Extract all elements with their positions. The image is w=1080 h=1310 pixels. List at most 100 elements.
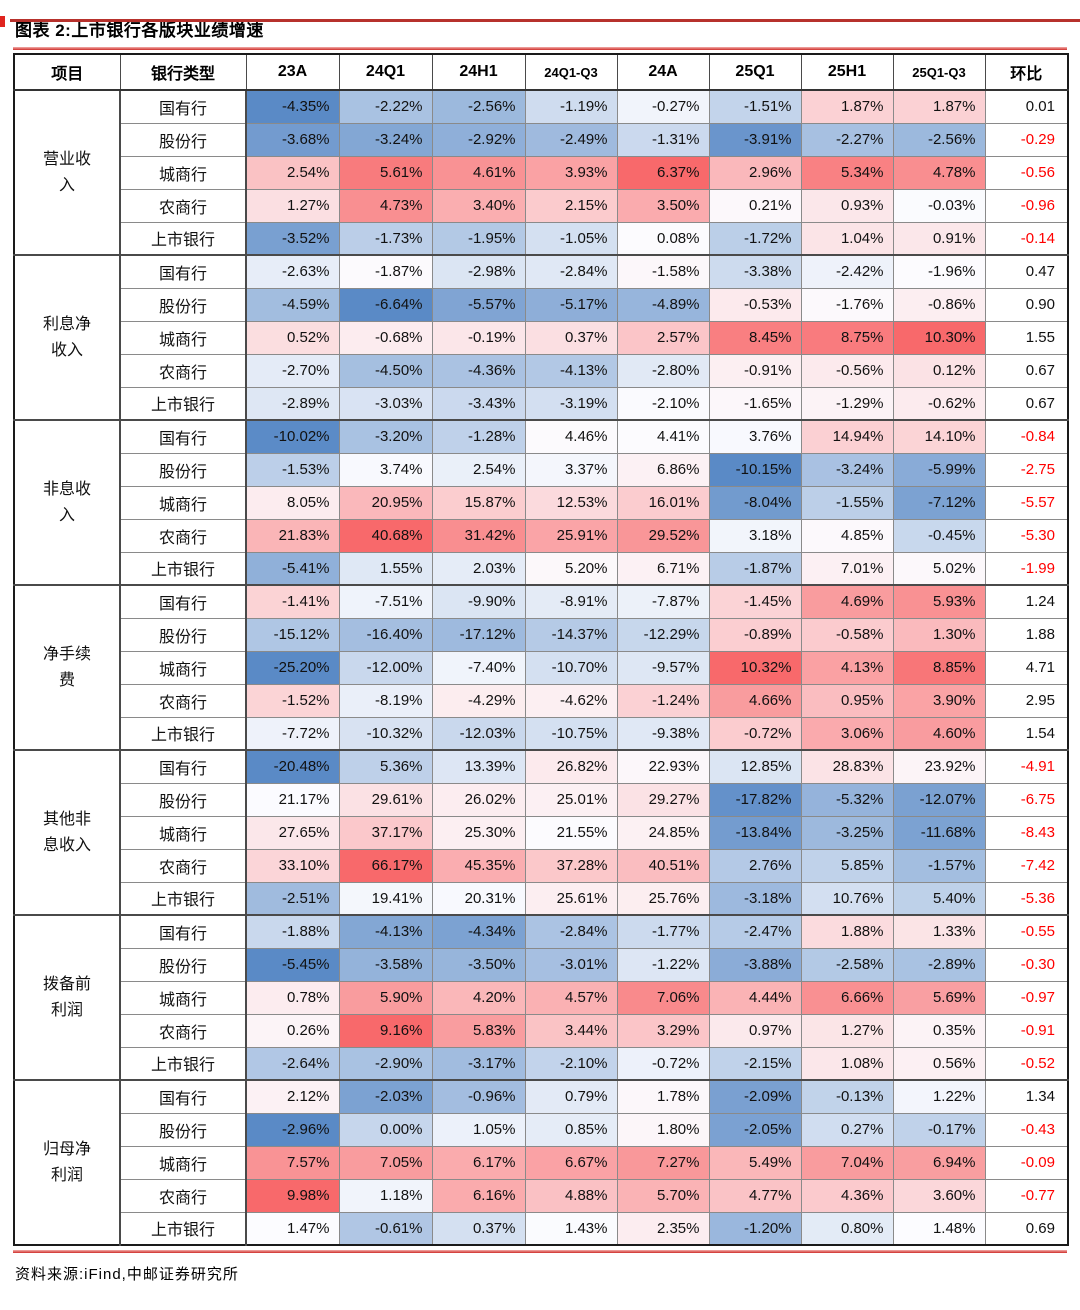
- value-cell: 25.61%: [524, 881, 618, 916]
- bank-type-cell: 城商行: [119, 485, 247, 520]
- value-cell: 1.27%: [245, 188, 340, 223]
- qoq-cell: -0.77: [984, 1178, 1069, 1213]
- qoq-cell: 0.47: [984, 254, 1069, 289]
- qoq-cell: 0.69: [984, 1211, 1069, 1246]
- qoq-cell: -0.30: [984, 947, 1069, 982]
- column-header: 24A: [616, 53, 710, 91]
- value-cell: 3.90%: [892, 683, 986, 718]
- column-header: 24Q1: [338, 53, 433, 91]
- value-cell: 0.97%: [708, 1013, 802, 1048]
- value-cell: 6.17%: [431, 1145, 526, 1180]
- bank-type-cell: 股份行: [119, 617, 247, 652]
- value-cell: 4.46%: [524, 419, 618, 454]
- value-cell: 4.88%: [524, 1178, 618, 1213]
- value-cell: -1.05%: [524, 221, 618, 256]
- value-cell: -7.72%: [245, 716, 340, 751]
- value-cell: -3.50%: [431, 947, 526, 982]
- value-cell: -3.38%: [708, 254, 802, 289]
- qoq-cell: -6.75: [984, 782, 1069, 817]
- value-cell: -1.57%: [892, 848, 986, 883]
- value-cell: 66.17%: [338, 848, 433, 883]
- table-row: 农商行 -2.70% -4.50% -4.36% -4.13% -2.80% -0.91% -…: [14, 353, 1069, 388]
- table-row: 城商行 0.52% -0.68% -0.19% 0.37% 2.57% 8.45% 8.75%…: [14, 320, 1069, 355]
- value-cell: 5.02%: [892, 551, 986, 586]
- column-header: 25Q1: [708, 53, 802, 91]
- table-row: 城商行 0.78% 5.90% 4.20% 4.57% 7.06% 4.44% 6.66% 5.…: [14, 980, 1069, 1015]
- table-row: 归母净利润 国有行 2.12% -2.03% -0.96% 0.79% 1.78% -2.09…: [13, 1079, 1069, 1246]
- value-cell: 15.87%: [431, 485, 526, 520]
- bank-type-cell: 上市银行: [119, 881, 247, 916]
- qoq-cell: -7.42: [984, 848, 1069, 883]
- qoq-cell: -0.29: [984, 122, 1069, 157]
- value-cell: 28.83%: [800, 749, 894, 784]
- value-cell: 0.91%: [892, 221, 986, 256]
- value-cell: 4.77%: [708, 1178, 802, 1213]
- value-cell: 21.17%: [245, 782, 340, 817]
- value-cell: 7.04%: [800, 1145, 894, 1180]
- value-cell: 6.16%: [431, 1178, 526, 1213]
- bank-type-cell: 股份行: [119, 782, 247, 817]
- top-divider-line: [10, 19, 1080, 22]
- value-cell: 3.74%: [338, 452, 433, 487]
- value-cell: 0.79%: [524, 1079, 618, 1114]
- value-cell: -2.63%: [245, 254, 340, 289]
- value-cell: 4.78%: [892, 155, 986, 190]
- bank-type-cell: 农商行: [119, 848, 247, 883]
- qoq-cell: -5.57: [984, 485, 1069, 520]
- value-cell: -4.50%: [338, 353, 433, 388]
- bank-type-cell: 上市银行: [119, 1046, 247, 1081]
- table-row: 上市银行 1.47% -0.61% 0.37% 1.43% 2.35% -1.20% 0.80…: [14, 1211, 1069, 1246]
- qoq-cell: -2.75: [984, 452, 1069, 487]
- performance-table: 项目 银行类型 23A 24Q1 24H1 24Q1-Q3 24A 25Q1 25H1 25Q1-…: [13, 53, 1069, 1246]
- value-cell: -2.10%: [616, 386, 710, 421]
- value-cell: -1.76%: [800, 287, 894, 322]
- value-cell: 0.85%: [524, 1112, 618, 1147]
- value-cell: -3.24%: [800, 452, 894, 487]
- value-cell: -6.64%: [338, 287, 433, 322]
- value-cell: 31.42%: [431, 518, 526, 553]
- value-cell: 3.18%: [708, 518, 802, 553]
- value-cell: 7.27%: [616, 1145, 710, 1180]
- qoq-cell: -0.84: [984, 419, 1069, 454]
- value-cell: -0.17%: [892, 1112, 986, 1147]
- value-cell: 0.08%: [616, 221, 710, 256]
- value-cell: 1.55%: [338, 551, 433, 586]
- table-row: 农商行 21.83% 40.68% 31.42% 25.91% 29.52% 3.18% 4.…: [14, 518, 1069, 553]
- value-cell: -0.91%: [708, 353, 802, 388]
- value-cell: 4.57%: [524, 980, 618, 1015]
- value-cell: -2.84%: [524, 254, 618, 289]
- qoq-cell: -0.43: [984, 1112, 1069, 1147]
- value-cell: -0.86%: [892, 287, 986, 322]
- value-cell: -12.07%: [892, 782, 986, 817]
- item-label-cell: 非息收入: [13, 419, 121, 586]
- value-cell: -2.10%: [524, 1046, 618, 1081]
- qoq-cell: -4.91: [984, 749, 1069, 784]
- value-cell: 5.85%: [800, 848, 894, 883]
- value-cell: 1.88%: [800, 914, 894, 949]
- value-cell: -10.02%: [245, 419, 340, 454]
- value-cell: 1.48%: [892, 1211, 986, 1246]
- qoq-cell: -0.56: [984, 155, 1069, 190]
- value-cell: 0.00%: [338, 1112, 433, 1147]
- value-cell: 3.37%: [524, 452, 618, 487]
- value-cell: -5.45%: [245, 947, 340, 982]
- value-cell: -4.59%: [245, 287, 340, 322]
- value-cell: 5.61%: [338, 155, 433, 190]
- value-cell: -2.96%: [245, 1112, 340, 1147]
- value-cell: 10.32%: [708, 650, 802, 685]
- value-cell: -1.51%: [708, 89, 802, 124]
- value-cell: -1.45%: [708, 584, 802, 619]
- value-cell: -20.48%: [245, 749, 340, 784]
- value-cell: 2.76%: [708, 848, 802, 883]
- value-cell: 1.87%: [892, 89, 986, 124]
- value-cell: 27.65%: [245, 815, 340, 850]
- value-cell: 4.73%: [338, 188, 433, 223]
- value-cell: -2.89%: [892, 947, 986, 982]
- value-cell: 37.28%: [524, 848, 618, 883]
- value-cell: 8.05%: [245, 485, 340, 520]
- value-cell: 5.69%: [892, 980, 986, 1015]
- value-cell: 21.55%: [524, 815, 618, 850]
- bank-type-cell: 城商行: [119, 815, 247, 850]
- qoq-cell: -0.55: [984, 914, 1069, 949]
- value-cell: 8.45%: [708, 320, 802, 355]
